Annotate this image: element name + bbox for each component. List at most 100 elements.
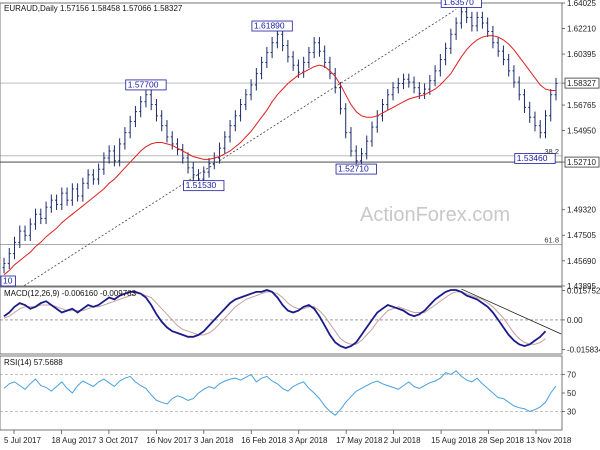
price-bar xyxy=(260,56,264,80)
x-tick-label: 16 Feb 2018 xyxy=(241,436,286,445)
price-label-5: 1.53460 xyxy=(514,153,556,164)
price-y-tick-label: 1.64025 xyxy=(567,0,596,8)
price-bar xyxy=(281,28,285,52)
price-bar xyxy=(76,183,80,202)
price-bar xyxy=(233,110,237,132)
price-label-1: 1.57700 xyxy=(125,79,167,91)
price-bar xyxy=(102,152,106,175)
x-tick-label: 28 Sep 2018 xyxy=(479,436,525,445)
price-bar xyxy=(254,68,258,91)
price-bar xyxy=(270,37,274,59)
rsi-y-tick-label: 50 xyxy=(567,389,576,398)
price-bar xyxy=(522,89,526,114)
price-bar xyxy=(528,101,532,123)
price-bar xyxy=(139,96,143,118)
price-bar xyxy=(407,73,411,88)
price-bar xyxy=(118,138,122,167)
price-bar xyxy=(317,37,321,57)
rsi-panel: RSI(14) 57.5688 70 50 30 xyxy=(0,355,576,431)
price-y-tick-label: 1.58327 xyxy=(567,79,596,88)
price-bar xyxy=(44,201,48,225)
price-bar xyxy=(496,37,500,57)
price-bar xyxy=(123,127,127,150)
price-bar xyxy=(449,28,453,54)
x-tick-label: 5 Jul 2017 xyxy=(4,436,41,445)
price-bar xyxy=(28,218,32,241)
price-bar xyxy=(433,65,437,87)
rsi-y-tick-label: 30 xyxy=(567,408,576,417)
price-bar xyxy=(365,135,369,160)
macd-panel: MACD(12,26,9) -0.006160 -0.009783 0.0157… xyxy=(0,286,600,355)
price-bar xyxy=(444,42,448,66)
price-bar xyxy=(512,65,516,88)
price-bar xyxy=(412,76,416,94)
price-bar xyxy=(480,11,484,29)
price-label-text: 1.61890 xyxy=(254,21,285,31)
x-tick-label: 13 Nov 2018 xyxy=(526,436,572,445)
price-bar xyxy=(160,110,164,132)
price-bar xyxy=(154,98,158,122)
price-bar xyxy=(144,89,148,108)
rsi-line xyxy=(3,370,557,416)
price-bar xyxy=(543,110,547,139)
price-bar xyxy=(470,11,474,32)
price-bar xyxy=(486,17,490,38)
price-y-tag xyxy=(564,77,600,89)
price-bar xyxy=(338,82,342,115)
price-bar xyxy=(459,6,463,29)
macd-y-tick-label: 0.00 xyxy=(567,316,583,325)
price-bar xyxy=(175,138,179,156)
price-label-2: 1.51530 xyxy=(183,180,225,192)
x-tick-label: 17 May 2018 xyxy=(336,436,383,445)
price-bar xyxy=(23,225,27,241)
price-bar xyxy=(97,163,101,185)
price-y-tick-label: 1.47505 xyxy=(567,231,596,240)
price-bar xyxy=(34,208,38,230)
price-bar xyxy=(538,120,542,139)
price-y-tick-label: 1.45690 xyxy=(567,257,596,266)
price-bar xyxy=(165,120,169,143)
price-bar xyxy=(423,83,427,99)
price-label-6: 10 xyxy=(0,276,16,287)
macd-trendline xyxy=(461,288,562,335)
price-bar xyxy=(2,257,6,274)
price-bar xyxy=(65,187,69,206)
trendline xyxy=(3,9,457,299)
price-bar xyxy=(396,77,400,94)
price-label-3: 1.52710 xyxy=(335,164,377,175)
price-bar xyxy=(402,73,406,90)
price-bar xyxy=(13,236,17,260)
price-bar xyxy=(107,145,111,164)
price-bar xyxy=(223,131,227,154)
macd-y-tick-label: -0.015834 xyxy=(567,346,600,355)
price-panel: ActionForex.com 1.61890 1.57700 1.51530 1.5… xyxy=(0,0,600,299)
price-bar xyxy=(128,115,132,139)
price-bar xyxy=(149,89,153,111)
price-y-tick-label: 1.54950 xyxy=(567,127,596,136)
price-label-text: 1.52710 xyxy=(338,164,369,174)
price-bar xyxy=(359,148,363,167)
fib-label-0: 38.2 xyxy=(544,147,559,156)
price-bar xyxy=(133,105,137,128)
price-bar xyxy=(312,37,316,59)
price-bar xyxy=(465,6,469,24)
price-bar xyxy=(70,183,74,206)
price-bar xyxy=(286,39,290,63)
x-axis: 5 Jul 2017 18 Aug 2017 3 Oct 2017 16 Nov 20… xyxy=(4,430,572,445)
rsi-title: RSI(14) 57.5688 xyxy=(4,358,63,367)
price-bar xyxy=(18,225,22,248)
price-bar xyxy=(549,89,553,122)
price-bar xyxy=(91,169,95,185)
price-bar xyxy=(386,89,390,111)
price-bar xyxy=(49,194,53,213)
price-bar xyxy=(170,131,174,150)
price-label-text: 10 xyxy=(3,276,13,286)
price-bar xyxy=(86,169,90,189)
price-y-tick-label: 1.52710 xyxy=(567,158,596,167)
x-tick-label: 3 Jan 2018 xyxy=(194,436,234,445)
moving-average-line xyxy=(3,35,556,276)
x-tick-label: 3 Oct 2017 xyxy=(99,436,139,445)
price-bar xyxy=(328,56,332,80)
price-bar xyxy=(438,53,442,77)
